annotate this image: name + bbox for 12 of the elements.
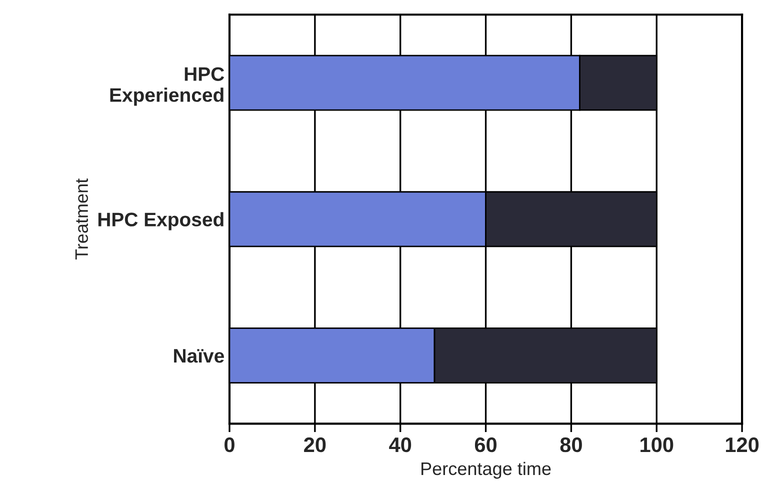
x-tick-label: 0	[224, 437, 234, 452]
x-tick-label: 40	[389, 437, 412, 452]
y-axis-title: Treatment	[75, 178, 88, 260]
y-tick-label: Naïve	[174, 349, 224, 363]
x-tick-label: 100	[640, 437, 674, 452]
x-tick-label: 80	[560, 437, 582, 452]
y-tick-label: HPC Experienced	[110, 67, 224, 106]
x-tick-label: 20	[304, 437, 326, 452]
x-tick-label: 120	[726, 437, 759, 452]
x-axis-title: Percentage time	[422, 462, 551, 479]
x-tick-label: 60	[474, 437, 497, 452]
y-tick-label: HPC Exposed	[98, 212, 224, 230]
